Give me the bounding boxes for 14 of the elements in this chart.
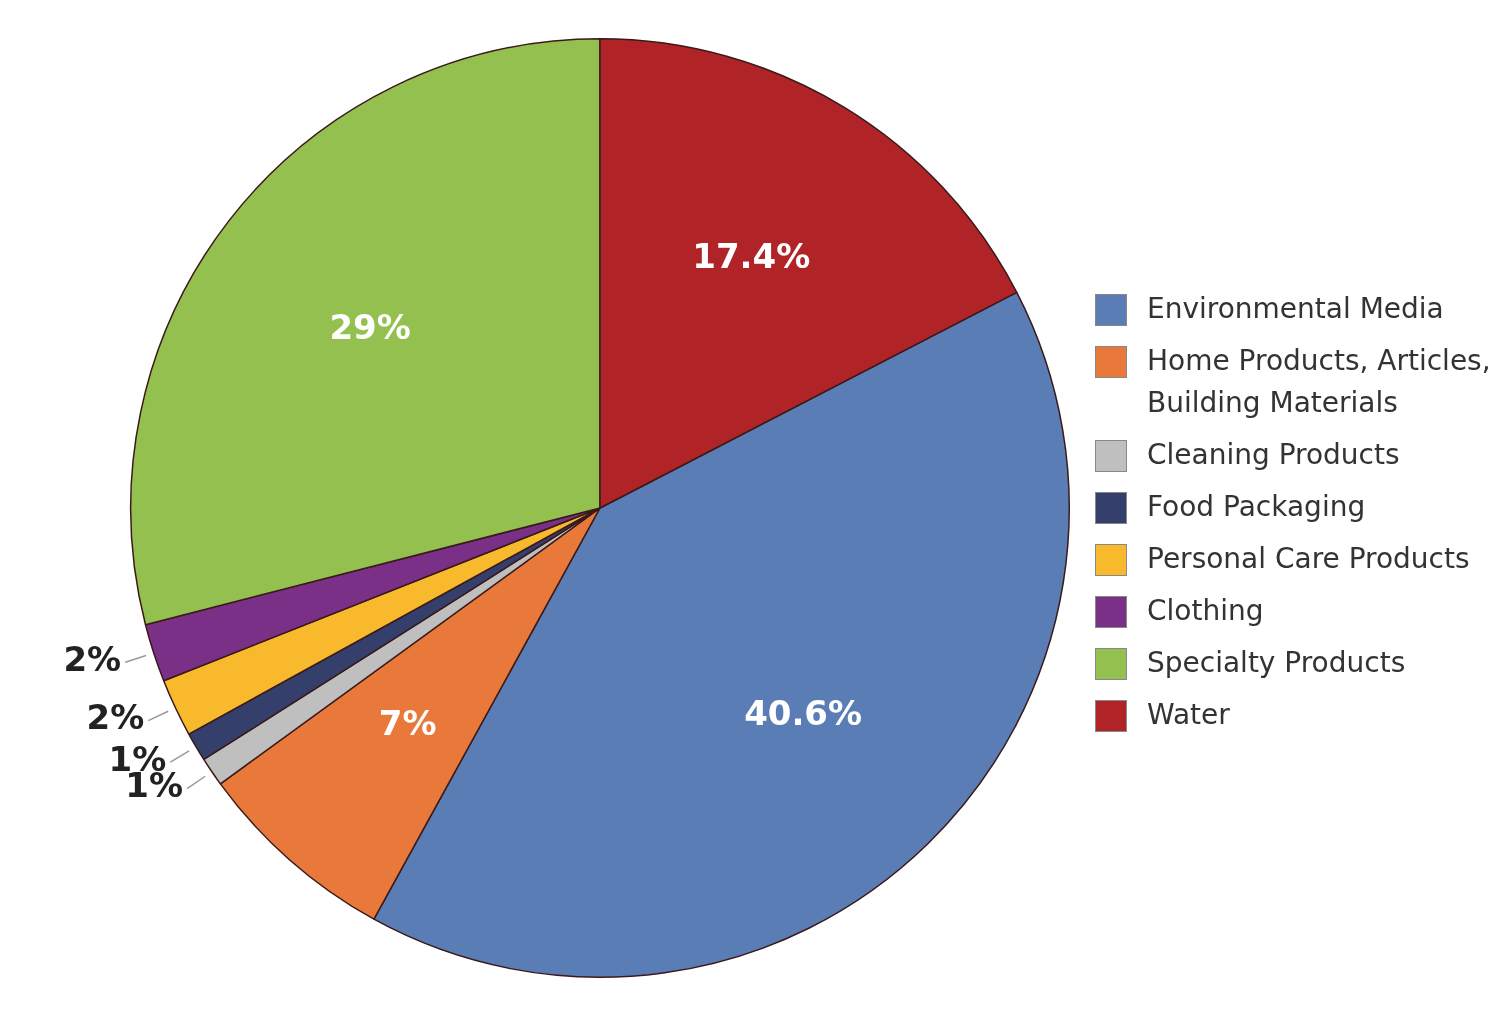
legend-label: Specialty Products: [1147, 645, 1406, 681]
data-label: 40.6%: [744, 693, 863, 734]
legend-label: Home Products, Articles, Building Materials: [1147, 343, 1492, 421]
data-label: 29%: [329, 306, 411, 347]
data-label: 2%: [86, 697, 145, 738]
data-label: 17.4%: [692, 236, 811, 277]
legend-label: Environmental Media: [1147, 291, 1444, 327]
legend-label: Personal Care Products: [1147, 541, 1470, 577]
legend-label: Clothing: [1147, 593, 1264, 629]
legend-label: Water: [1147, 697, 1230, 733]
data-label: 2%: [63, 639, 122, 680]
data-label: 7%: [378, 703, 437, 744]
legend-label: Cleaning Products: [1147, 437, 1400, 473]
legend-label: Food Packaging: [1147, 489, 1366, 525]
